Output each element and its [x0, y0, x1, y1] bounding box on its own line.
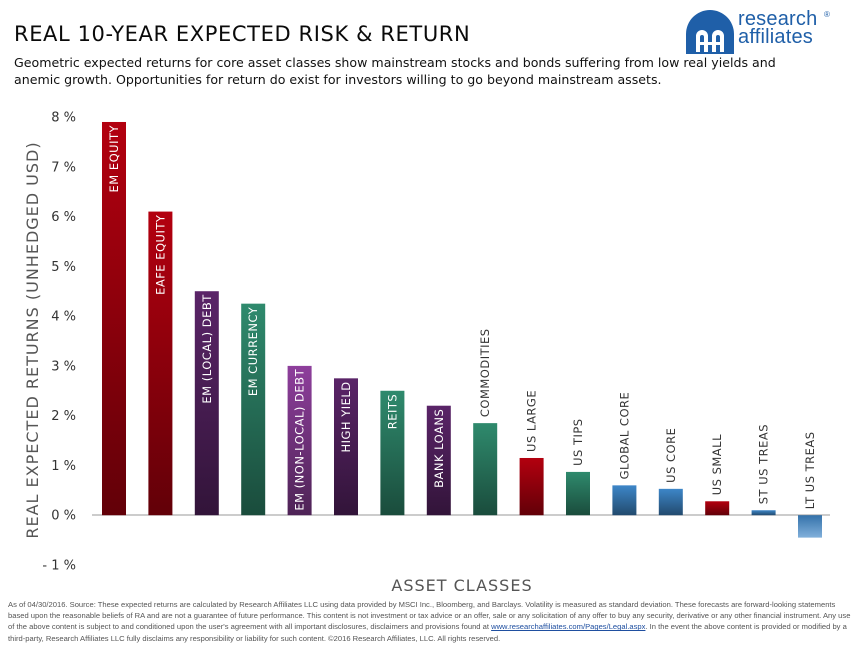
y-tick-label: 1 %	[51, 459, 76, 474]
bar-chart: REAL EXPECTED RETURNS (UNHEDGED USD) ASS…	[23, 111, 830, 595]
bar-label: EM CURRENCY	[246, 306, 260, 396]
y-tick-label: 7 %	[51, 160, 76, 175]
bar-label: LT US TREAS	[803, 431, 817, 509]
bar	[287, 365, 312, 516]
bar-label: EM EQUITY	[107, 125, 121, 193]
footer-text-1: As of 04/30/2016. Source: These expected…	[8, 600, 851, 632]
bars: EM EQUITY EAFE EQUITY EM (LOCAL) DEBT EM CU…	[102, 121, 822, 538]
logo-registered-mark: ®	[824, 10, 830, 19]
bar	[241, 303, 266, 516]
bar	[380, 390, 405, 516]
page-title: REAL 10-YEAR EXPECTED RISK & RETURN	[14, 22, 471, 46]
legal-link[interactable]: www.researchaffiliates.com/Pages/Legal.a…	[491, 622, 646, 632]
bar-label: US CORE	[664, 428, 678, 483]
bar-label: GLOBAL CORE	[617, 392, 631, 480]
x-axis-title: ASSET CLASSES	[391, 576, 532, 595]
y-axis-ticks: 8 % 7 % 6 % 5 % 4 % 3 % 2 % 1 % 0 % - 1 %	[42, 111, 76, 574]
bar	[426, 405, 451, 516]
bar-label: COMMODITIES	[478, 328, 492, 417]
y-tick-label: 5 %	[51, 260, 76, 275]
page-subtitle: Geometric expected returns for core asse…	[14, 55, 776, 87]
bar-label: BANK LOANS	[432, 409, 446, 488]
y-axis-title: REAL EXPECTED RETURNS (UNHEDGED USD)	[23, 141, 42, 538]
y-tick-label: - 1 %	[42, 559, 76, 574]
y-tick-label: 6 %	[51, 210, 76, 225]
bar-label: US LARGE	[525, 390, 539, 452]
bar	[194, 291, 219, 516]
bar-label: EAFE EQUITY	[153, 214, 167, 295]
bar-label: EM (NON-LOCAL) DEBT	[293, 368, 307, 510]
bar	[705, 501, 730, 516]
y-tick-label: 3 %	[51, 359, 76, 374]
bar-label: ST US TREAS	[757, 424, 771, 504]
bar	[148, 211, 173, 516]
bar-label: REITS	[385, 394, 399, 429]
footer-disclaimer: As of 04/30/2016. Source: These expected…	[8, 599, 856, 644]
bar	[751, 510, 776, 516]
y-tick-label: 2 %	[51, 409, 76, 424]
logo-line2: affiliates	[738, 26, 814, 48]
y-tick-label: 0 %	[51, 509, 76, 524]
bar	[102, 121, 126, 516]
bar	[658, 488, 683, 516]
bar-label: US SMALL	[710, 434, 724, 495]
bar	[473, 423, 498, 516]
bar	[334, 378, 358, 516]
logo-mark-icon	[686, 10, 734, 54]
bar	[519, 457, 544, 516]
y-tick-label: 4 %	[51, 310, 76, 325]
logo-wordmark: research affiliates	[738, 8, 818, 48]
bar	[798, 515, 822, 538]
footer-text-2: . In the event the above content is prov…	[8, 622, 847, 643]
bar-label: EM (LOCAL) DEBT	[200, 294, 214, 404]
research-affiliates-logo: research affiliates ®	[684, 8, 834, 54]
y-tick-label: 8 %	[51, 111, 76, 126]
bar	[566, 471, 590, 516]
bar	[612, 485, 637, 516]
logo-line1: research	[738, 8, 818, 30]
bar-label: US TIPS	[571, 418, 585, 466]
bar-label: HIGH YIELD	[339, 381, 353, 452]
